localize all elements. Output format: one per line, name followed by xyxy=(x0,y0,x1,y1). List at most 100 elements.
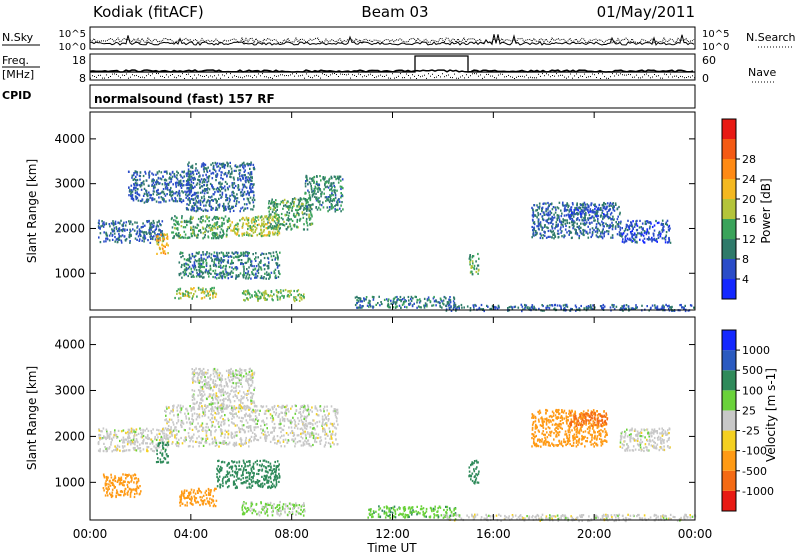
power-pt-3210 xyxy=(612,208,615,211)
power-colorbar-tick-label-4: 20 xyxy=(742,193,756,206)
velocity-pt-358 xyxy=(224,414,226,417)
nave-dot xyxy=(92,75,93,77)
power-pt-1940 xyxy=(234,185,237,188)
power-pt-3391 xyxy=(535,209,537,212)
power-pt-3940 xyxy=(513,305,516,309)
power-pt-2994 xyxy=(537,211,539,215)
nave-dot xyxy=(106,74,107,76)
power-pt-1863 xyxy=(232,183,234,186)
power-pt-3425 xyxy=(591,210,593,213)
nave-dot xyxy=(222,74,223,76)
power-pt-1708 xyxy=(187,168,190,171)
power-pt-2692 xyxy=(354,303,357,307)
power-pt-1488 xyxy=(221,191,224,194)
velocity-pt-152 xyxy=(106,430,108,433)
power-pt-2297 xyxy=(199,266,201,269)
power-pt-605 xyxy=(165,237,168,240)
power-pt-189 xyxy=(138,232,141,236)
power-pt-2802 xyxy=(423,297,426,300)
power-pt-2144 xyxy=(287,294,290,297)
velocity-pt-652 xyxy=(211,417,214,420)
power-pt-1405 xyxy=(330,188,333,191)
power-pt-2125 xyxy=(245,290,247,293)
power-pt-1961 xyxy=(190,208,192,211)
power-pt-3803 xyxy=(546,304,549,307)
power-pt-3602 xyxy=(668,229,670,232)
power-pt-2641 xyxy=(251,271,253,274)
power-pt-2625 xyxy=(225,270,227,273)
power-pt-2253 xyxy=(197,252,200,255)
power-pt-1995 xyxy=(200,196,203,199)
power-pt-2103 xyxy=(298,293,301,296)
power-pt-1957 xyxy=(253,168,255,171)
power-pt-1655 xyxy=(224,189,227,192)
velocity-pt-412 xyxy=(225,441,227,445)
power-pt-1205 xyxy=(305,217,308,221)
power-pt-171 xyxy=(148,229,151,232)
nave-dot xyxy=(562,74,563,76)
power-pt-990 xyxy=(261,222,263,225)
power-pt-3076 xyxy=(617,224,619,227)
nave-dot xyxy=(580,75,581,77)
nave-dot xyxy=(250,75,251,77)
power-pt-471 xyxy=(129,190,131,193)
power-pt-3101 xyxy=(564,222,567,225)
power-pt-2589 xyxy=(204,253,207,256)
power-pt-1473 xyxy=(247,197,250,201)
power-pt-687 xyxy=(211,224,214,227)
power-pt-1830 xyxy=(204,208,207,211)
power-pt-1915 xyxy=(218,182,220,185)
power-pt-1180 xyxy=(306,199,309,202)
nave-dot xyxy=(316,74,317,76)
power-pt-601 xyxy=(166,233,168,236)
power-pt-839 xyxy=(256,224,259,227)
power-pt-670 xyxy=(176,227,179,230)
nave-dot xyxy=(368,74,369,76)
power-pt-2178 xyxy=(254,294,256,297)
power-pt-362 xyxy=(177,181,179,184)
power-pt-3224 xyxy=(599,232,602,235)
power-pt-2990 xyxy=(532,213,535,216)
nave-dot xyxy=(102,77,103,79)
velocity-pt-185 xyxy=(139,443,141,446)
power-pt-1641 xyxy=(194,178,196,181)
power-pt-2139 xyxy=(296,290,298,293)
power-pt-3532 xyxy=(629,231,632,234)
velocity-pt-501 xyxy=(224,419,226,422)
power-pt-474 xyxy=(150,194,152,197)
power-pt-592 xyxy=(156,242,159,246)
power-pt-1882 xyxy=(212,162,214,165)
velocity-pt-334 xyxy=(169,432,171,435)
power-pt-319 xyxy=(158,192,160,196)
power-pt-1079 xyxy=(272,208,275,211)
power-pt-1917 xyxy=(223,206,225,209)
nave-dot xyxy=(352,74,353,76)
power-pt-2851 xyxy=(420,306,422,309)
power-pt-1458 xyxy=(327,199,329,202)
power-pt-1949 xyxy=(191,205,194,208)
power-pt-713 xyxy=(171,216,173,220)
velocity-pt-211 xyxy=(155,438,158,441)
power-pt-134 xyxy=(101,224,104,227)
power-pt-1165 xyxy=(299,217,302,220)
nave-dot xyxy=(646,73,647,75)
power-pt-3747 xyxy=(591,307,593,310)
power-pt-3568 xyxy=(661,237,664,240)
power-pt-3523 xyxy=(645,233,648,236)
power-pt-3804 xyxy=(625,307,628,310)
power-pt-2014 xyxy=(199,175,201,178)
velocity-pt-299 xyxy=(299,411,302,414)
power-pt-778 xyxy=(177,235,180,238)
power-pt-2533 xyxy=(230,270,233,273)
power-pt-1072 xyxy=(283,224,286,227)
power-pt-1683 xyxy=(243,174,245,177)
power-pt-1933 xyxy=(231,172,233,175)
power-pt-2831 xyxy=(394,296,397,299)
power-pt-337 xyxy=(176,178,179,181)
power-pt-2135 xyxy=(295,298,298,301)
velocity-pt-57 xyxy=(136,439,138,442)
power-pt-3285 xyxy=(573,225,575,228)
nave-dot xyxy=(150,75,151,77)
power-pt-3867 xyxy=(668,304,670,307)
power-pt-2174 xyxy=(282,296,285,299)
